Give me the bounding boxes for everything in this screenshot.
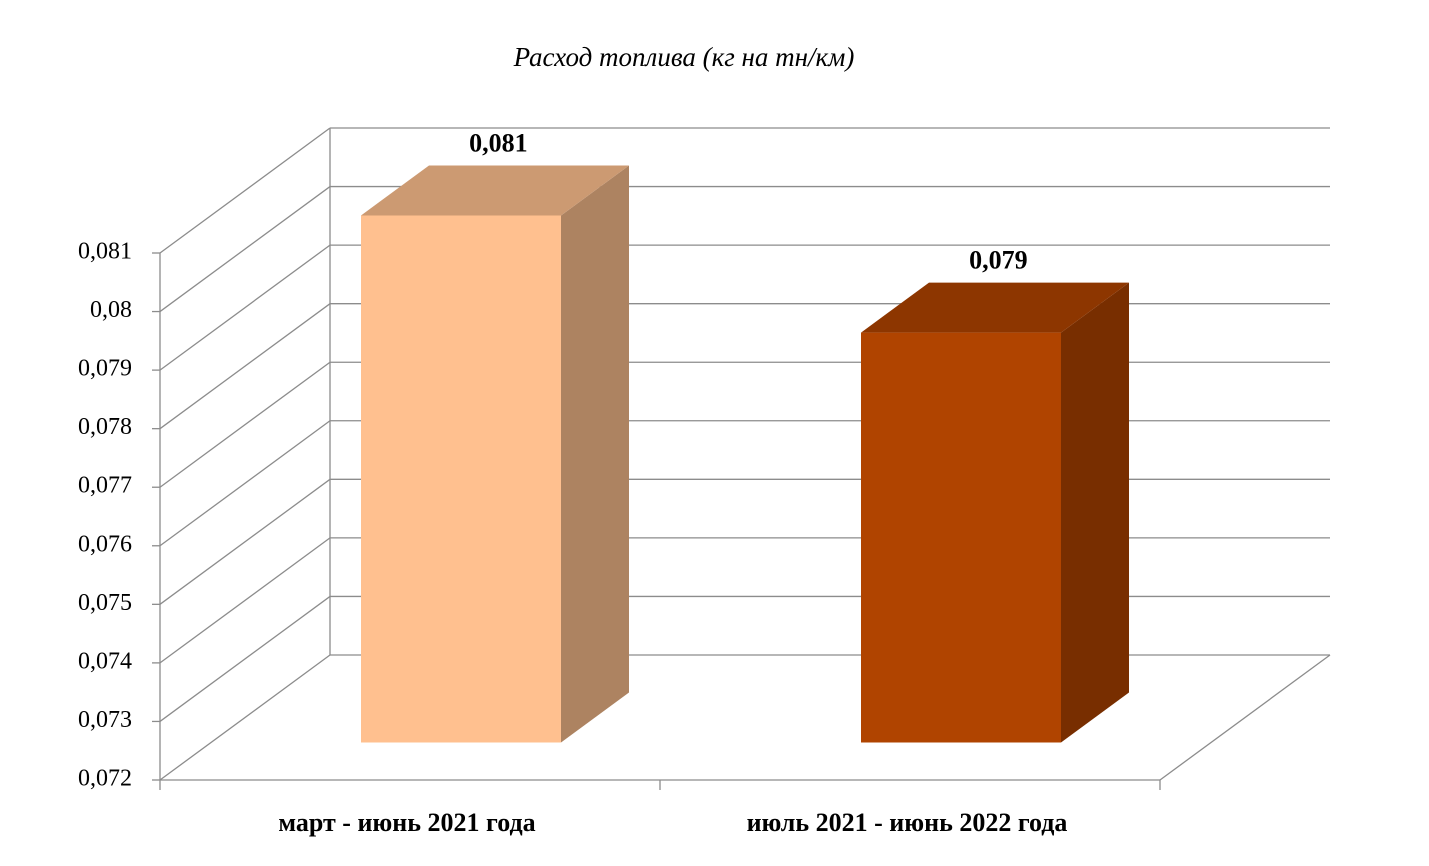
x-tick-label: март - июнь 2021 года — [278, 808, 535, 837]
bar-top — [361, 165, 629, 216]
grid-line — [159, 361, 331, 488]
y-tick-label: 0,08 — [90, 297, 132, 323]
bar-top — [861, 282, 1129, 333]
data-label: 0,081 — [469, 128, 528, 157]
grid-line — [159, 303, 331, 430]
bar-side — [561, 165, 629, 743]
grid-line — [159, 244, 331, 371]
x-tick-label: июль 2021 - июнь 2022 года — [747, 808, 1068, 837]
y-tick-label: 0,077 — [78, 473, 132, 499]
y-tick-label: 0,079 — [78, 356, 132, 382]
grid-line — [159, 186, 331, 313]
grid-line — [159, 654, 331, 781]
chart-title: Расход топлива (кг на тн/км) — [513, 42, 855, 72]
y-tick-label: 0,072 — [78, 766, 132, 792]
y-tick-label: 0,074 — [78, 648, 132, 674]
grid-line — [159, 537, 331, 664]
grid-line — [159, 127, 331, 254]
y-tick-label: 0,073 — [78, 707, 132, 733]
grid-line — [159, 478, 331, 605]
y-tick-label: 0,081 — [78, 239, 132, 265]
grid-line — [159, 420, 331, 547]
y-tick-label: 0,078 — [78, 414, 132, 440]
bar — [861, 332, 1061, 743]
bar-side — [1061, 282, 1129, 743]
floor-edge — [1159, 654, 1331, 781]
y-tick-label: 0,075 — [78, 590, 132, 616]
y-tick-label: 0,076 — [78, 531, 132, 557]
bar — [361, 215, 561, 743]
grid-line — [159, 595, 331, 722]
data-label: 0,079 — [969, 246, 1028, 275]
